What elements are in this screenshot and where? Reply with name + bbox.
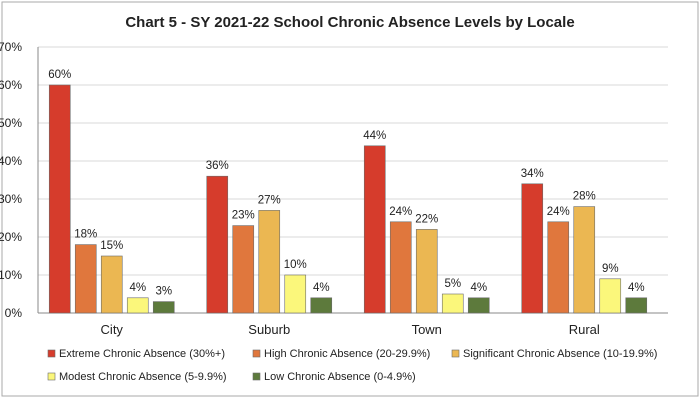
legend: Extreme Chronic Absence (30%+) High Chron…	[47, 348, 657, 383]
bar	[415, 229, 438, 314]
data-label: 22%	[415, 213, 438, 225]
data-label: 15%	[100, 240, 123, 252]
bars	[48, 84, 648, 314]
data-label: 4%	[628, 282, 645, 294]
y-tick-label: 0%	[5, 306, 23, 320]
data-label: 4%	[313, 282, 330, 294]
bar	[48, 84, 71, 314]
data-label: 18%	[74, 229, 97, 241]
data-label: 23%	[232, 210, 255, 222]
bar	[467, 297, 490, 314]
data-label: 24%	[547, 206, 570, 218]
chart-title: Chart 5 - SY 2021-22 School Chronic Abse…	[125, 14, 575, 31]
legend-entry: Extreme Chronic Absence (30%+)	[59, 348, 225, 360]
bar	[206, 175, 229, 314]
data-label: 44%	[363, 130, 386, 142]
data-label: 24%	[389, 206, 412, 218]
y-tick-label: 70%	[0, 40, 22, 54]
x-tick-label: City	[101, 322, 124, 337]
legend-entry: Significant Chronic Absence (10-19.9%)	[463, 348, 657, 360]
legend-entry: Modest Chronic Absence (5-9.9%)	[59, 371, 227, 383]
bar	[126, 297, 149, 314]
bar	[232, 225, 255, 314]
bar	[310, 297, 333, 314]
data-label: 60%	[48, 69, 71, 81]
bar	[100, 255, 123, 314]
gridlines	[38, 46, 668, 276]
legend-swatch	[451, 349, 460, 358]
legend-swatch	[47, 349, 56, 358]
y-tick-label: 30%	[0, 192, 22, 206]
data-labels: 60%18%15%4% 3%36%23%27%10%4%44%24%22%5% 4%…	[48, 69, 644, 298]
bar	[625, 297, 648, 314]
data-label: 27%	[258, 194, 281, 206]
legend-entry: High Chronic Absence (20-29.9%)	[264, 348, 430, 360]
data-label: 9%	[602, 263, 619, 275]
bar	[152, 301, 175, 314]
bar	[441, 293, 464, 314]
y-tick-label: 20%	[0, 230, 22, 244]
data-label: 4%	[470, 282, 487, 294]
data-label: 4%	[129, 282, 146, 294]
bar	[547, 221, 570, 314]
x-tick-label: Rural	[569, 322, 600, 337]
bar	[389, 221, 412, 314]
bar	[521, 183, 544, 314]
data-label: 3%	[155, 286, 172, 298]
bar	[363, 145, 386, 314]
data-label: 10%	[284, 259, 307, 271]
data-label: 36%	[206, 160, 229, 172]
legend-swatch	[252, 372, 261, 381]
bar	[573, 206, 596, 314]
data-label: 28%	[573, 191, 596, 203]
legend-swatch	[47, 372, 56, 381]
data-label: 5%	[444, 278, 461, 290]
legend-entry: Low Chronic Absence (0-4.9%)	[264, 371, 416, 383]
y-tick-label: 10%	[0, 268, 22, 282]
x-tick-label: Suburb	[248, 322, 290, 337]
bar	[599, 278, 622, 314]
bar	[258, 210, 281, 314]
bar	[74, 244, 97, 314]
legend-swatch	[252, 349, 261, 358]
x-tick-label: Town	[412, 322, 442, 337]
y-tick-label: 40%	[0, 154, 22, 168]
y-tick-label: 50%	[0, 116, 22, 130]
data-label: 34%	[521, 168, 544, 180]
bar	[284, 274, 307, 314]
y-tick-label: 60%	[0, 78, 22, 92]
